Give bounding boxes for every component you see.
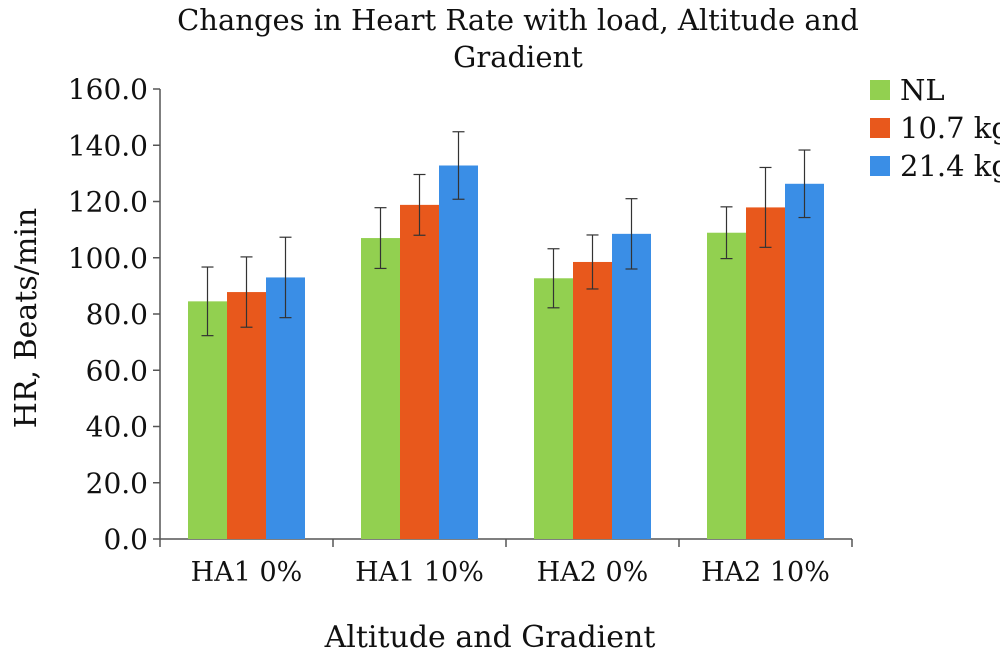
chart-title-line-1: Changes in Heart Rate with load, Altitud… (177, 3, 859, 37)
bar (361, 238, 400, 539)
y-tick-label: 140.0 (68, 129, 148, 162)
y-tick-label: 120.0 (68, 186, 148, 219)
y-tick-label: 160.0 (68, 73, 148, 106)
bar (573, 261, 612, 539)
plot-area: 0.0 20.0 40.0 60.0 80.0 100.0 120.0 140.0 160.0 H… (68, 73, 853, 588)
legend: NL 10.7 kg 21.4 kg (870, 73, 1000, 183)
bar (266, 277, 305, 539)
bar (534, 278, 573, 539)
y-tick-label: 60.0 (86, 354, 148, 387)
y-tick-label: 40.0 (86, 411, 148, 444)
x-tick-label: HA2 10% (701, 557, 830, 588)
legend-swatch (870, 118, 890, 138)
y-tick-label: 0.0 (103, 523, 148, 556)
bar (439, 165, 478, 539)
y-axis-label: HR, Beats/min (9, 208, 44, 428)
x-tick-label: HA2 0% (537, 557, 649, 588)
x-tick-label: HA1 10% (355, 557, 484, 588)
legend-swatch (870, 80, 890, 100)
legend-label: 10.7 kg (900, 111, 1000, 145)
y-tick-label: 80.0 (86, 298, 148, 331)
bar (707, 232, 746, 539)
bar (227, 292, 266, 539)
bar (188, 301, 227, 539)
bar (785, 183, 824, 539)
x-axis-label: Altitude and Gradient (324, 620, 656, 655)
bar (400, 204, 439, 539)
y-tick-label: 20.0 (86, 467, 148, 500)
legend-swatch (870, 156, 890, 176)
bar (746, 207, 785, 539)
legend-label: NL (900, 73, 945, 107)
x-tick-label: HA1 0% (191, 557, 303, 588)
chart-title-line-2: Gradient (453, 40, 583, 74)
bar (612, 233, 651, 539)
legend-label: 21.4 kg (900, 149, 1000, 183)
y-tick-label: 100.0 (68, 242, 148, 275)
